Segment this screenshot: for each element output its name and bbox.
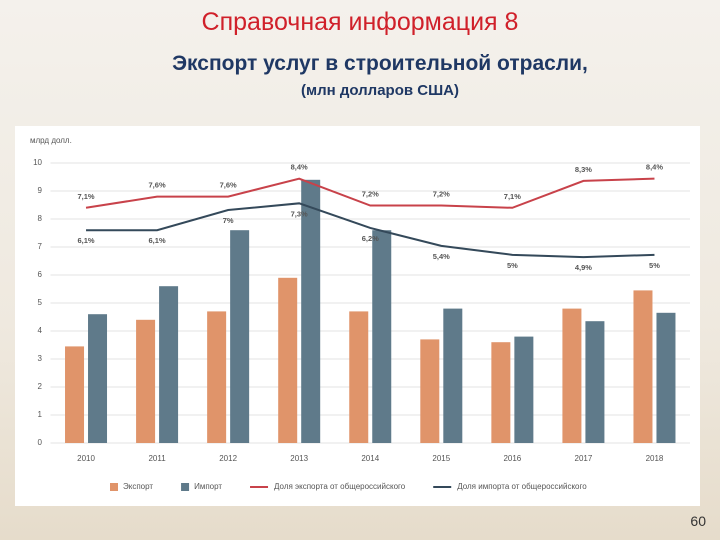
data-label: 8,4% [291,163,308,172]
bar [136,319,156,443]
y-axis-label: млрд долл. [30,136,72,145]
data-label: 7,1% [77,192,94,201]
bar [633,290,653,443]
data-label: 7,6% [220,181,237,190]
chart-subtitle: (млн долларов США) [300,82,459,99]
y-tick-label: 1 [38,410,43,419]
y-tick-label: 5 [38,298,43,307]
y-tick-label: 0 [38,438,43,447]
chart-title: Экспорт услуг в строительной отрасли, [172,52,588,75]
y-tick-label: 4 [38,326,43,335]
y-tick-label: 8 [38,214,43,223]
x-tick-label: 2012 [219,454,237,463]
data-label: 7,6% [149,181,166,190]
data-label: 7,3% [291,209,308,218]
page-number: 60 [690,513,706,529]
x-tick-label: 2013 [290,454,308,463]
bar [443,308,463,443]
data-label: 5% [507,261,518,270]
bar [420,339,440,443]
x-tick-label: 2018 [646,454,664,463]
data-label: 7,2% [433,190,450,199]
data-label: 7% [223,216,234,225]
bar [491,342,511,443]
bar [207,311,227,443]
legend-swatch [110,483,118,491]
y-tick-label: 2 [38,382,43,391]
y-tick-label: 10 [33,158,42,167]
legend-label: Доля экспорта от общероссийского [274,482,406,491]
data-label: 8,3% [575,165,592,174]
data-label: 6,1% [149,236,166,245]
legend-swatch [181,483,190,491]
bar [301,179,321,444]
legend-label: Импорт [194,482,222,491]
bar [159,286,179,443]
bar [562,308,582,443]
bar [349,311,369,443]
x-tick-label: 2017 [575,454,593,463]
x-tick-label: 2011 [148,454,166,463]
bar [88,314,108,443]
legend-label: Экспорт [123,482,153,491]
bar [278,277,298,443]
y-tick-label: 3 [38,354,43,363]
y-tick-label: 6 [38,270,43,279]
data-label: 8,4% [646,163,663,172]
data-label: 5% [649,261,660,270]
bar [372,230,392,443]
data-label: 7,1% [504,192,521,201]
x-tick-label: 2014 [361,454,379,463]
y-tick-label: 7 [38,242,43,251]
bar [230,230,250,443]
x-tick-label: 2010 [77,454,95,463]
data-label: 5,4% [433,252,450,261]
bar [65,346,85,443]
slide-title: Справочная информация 8 [201,8,519,36]
legend-label: Доля импорта от общероссийского [457,482,587,491]
data-label: 6,2% [362,234,379,243]
data-label: 4,9% [575,263,592,272]
line-series [86,202,655,259]
y-tick-label: 9 [38,186,43,195]
data-label: 7,2% [362,190,379,199]
data-label: 6,1% [77,236,94,245]
x-tick-label: 2015 [432,454,450,463]
line-series [85,177,655,209]
bar [585,321,605,443]
x-tick-label: 2016 [503,454,521,463]
bar [514,336,534,443]
bar [656,312,676,443]
